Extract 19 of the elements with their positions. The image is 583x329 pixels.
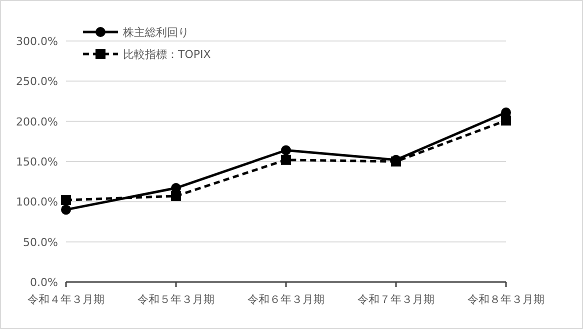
- y-tick-label: 50.0%: [23, 236, 58, 249]
- y-tick-label: 100.0%: [16, 196, 58, 209]
- point: [281, 145, 291, 156]
- y-tick-label: 250.0%: [16, 75, 58, 88]
- x-tick-label: 令和５年３月期: [138, 293, 214, 306]
- x-tick-label: 令和８年３月期: [468, 293, 544, 306]
- y-tick-label: 150.0%: [16, 156, 58, 168]
- point: [281, 154, 291, 165]
- y-tick-label: 200.0%: [16, 115, 58, 128]
- y-tick-label: 0.0%: [30, 276, 58, 289]
- point: [61, 195, 71, 206]
- y-tick-label: 300.0%: [16, 35, 58, 48]
- point: [61, 204, 71, 215]
- point: [501, 107, 511, 118]
- legend-label: 株主総利回り: [122, 26, 189, 39]
- x-tick-label: 令和４年３月期: [28, 293, 104, 306]
- legend-label: 比較指標：TOPIX: [123, 48, 212, 61]
- x-tick-label: 令和７年３月期: [358, 293, 434, 306]
- x-tick-label: 令和６年３月期: [248, 293, 324, 306]
